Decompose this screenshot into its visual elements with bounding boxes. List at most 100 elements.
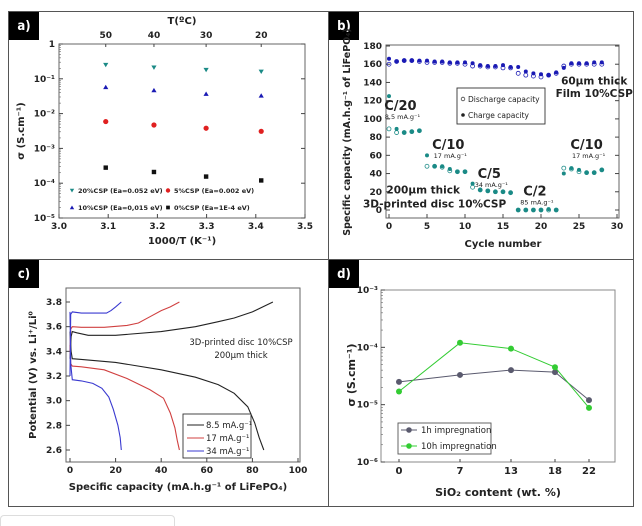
panel-b-y-tick-label: 20 (369, 188, 382, 198)
panel-b-rate-sublabel: 85 mA.g⁻¹ (520, 198, 554, 206)
panel-a-point (151, 87, 157, 93)
panel-d-point (508, 367, 514, 374)
panel-b-point (394, 126, 399, 131)
panel-b-point (432, 59, 437, 64)
panel-b-point (402, 130, 407, 135)
panel-b-y-tick-label: 80 (369, 133, 382, 143)
panel-b-point (592, 170, 597, 175)
panel-a-y-tick-label: 10⁻⁴ (34, 179, 55, 189)
panel-a-point (203, 67, 209, 73)
panel-b-point (577, 61, 581, 66)
panel-b-legend-marker-charge (461, 113, 465, 117)
panel-label-b: b) (329, 12, 359, 40)
panel-d-point (508, 345, 514, 352)
panel-b-rate-sublabel: 17 mA.g⁻¹ (434, 152, 468, 160)
panel-d-x-tick-label: 0 (396, 466, 403, 477)
panel-label-d: d) (329, 260, 359, 288)
panel-b-point (455, 169, 460, 174)
panel-a-legend-marker (165, 188, 171, 193)
panel-b-point (402, 58, 407, 63)
panel-d-legend-label: 10h impregnation (421, 442, 497, 452)
panel-a-y-tick-label: 10⁻³ (34, 144, 55, 154)
panel-b-point (554, 208, 559, 212)
panel-b-rate-sublabel: 8.5 mA.g⁻¹ (385, 113, 421, 121)
panel-b-y-tick-label: 120 (363, 97, 382, 107)
panel-b-point (470, 181, 475, 186)
panel-b-point (478, 187, 483, 192)
panel-a-plot-area (58, 43, 306, 219)
panel-a-legend-marker (69, 205, 75, 210)
panel-b-point (485, 188, 490, 193)
panel-b-point (387, 94, 391, 99)
panel-a-y-tick-label: 10⁻⁵ (34, 214, 55, 224)
panel-b-y-tick-label: 180 (363, 42, 382, 52)
panel-b-y-tick-label: 40 (369, 170, 382, 180)
panel-a-top-tick-label: 50 (99, 31, 112, 41)
panel-c-y-tick-label: 3.2 (46, 372, 62, 382)
panel-b-rate-label: C/10 (432, 138, 464, 153)
panel-d-series-line (398, 369, 590, 401)
panel-d-x-tick-label: 18 (548, 466, 562, 477)
panel-b-y-tick-label: 0 (376, 206, 382, 216)
panel-a-x-tick-label: 3.3 (199, 222, 215, 232)
panel-c-x-axis-title: Specific capacity (mA.h.g⁻¹ of LiFePO₄) (69, 482, 287, 493)
panel-b-y-axis-title: Specific capacity (mA.h.g⁻¹ of LiFePO₄) (342, 28, 353, 236)
panel-b-point (386, 126, 392, 132)
panel-b-point (531, 208, 536, 212)
panel-a-point (258, 93, 264, 98)
panel-a-top-tick-label: 40 (148, 31, 161, 41)
panel-b-rate-label: C/20 (384, 99, 416, 114)
panel-c-curve-discharge (69, 331, 265, 451)
panel-b-point (508, 64, 513, 69)
panel-d-point (396, 388, 402, 395)
panel-b-point (569, 166, 574, 171)
panel-b-x-tick-label: 25 (573, 222, 586, 232)
panel-c-annotation-line2: 200µm thick (214, 351, 267, 361)
panel-c-curve-charge (69, 301, 274, 359)
panel-b-point (561, 165, 567, 171)
panel-b-point (394, 59, 399, 64)
panel-b-point (432, 164, 437, 169)
panel-a-x-tick-label: 3.2 (149, 222, 165, 232)
panel-b-y-tick-label: 60 (369, 151, 382, 161)
panel-d-y-axis-title: σ (S.cm⁻¹) (345, 343, 358, 406)
panel-b-y-tick-label: 160 (363, 60, 382, 70)
panel-b-legend-box (456, 87, 546, 125)
panel-b-rate-sublabel: 17 mA.g⁻¹ (572, 152, 606, 160)
panel-b-point (515, 70, 521, 76)
panel-c-x-tick-label: 100 (289, 466, 308, 476)
panel-b-point (425, 58, 429, 63)
panel-d-legend-label: 1h impregnation (421, 426, 491, 436)
panel-b-sample-label: Film 10%CSP (556, 88, 634, 100)
panel-b-point (485, 64, 490, 69)
panel-a-x-tick-label: 3.4 (248, 222, 264, 232)
panel-a-top-tick-label: 30 (200, 31, 213, 41)
bottom-tab-bar (0, 515, 175, 526)
panel-b-legend-label-discharge: Discharge capacity (468, 95, 540, 104)
panel-b-point (531, 71, 536, 76)
panel-a-legend-label: 0%CSP (Ea=1E-4 eV) (174, 204, 250, 212)
panel-b-x-tick-label: 30 (611, 222, 624, 232)
panel-b-point (417, 58, 422, 63)
panel-c-x-tick-label: 20 (109, 466, 122, 476)
panel-c-annotation-line1: 3D-printed disc 10%CSP (189, 338, 292, 348)
panel-b-sample-label: 60µm thick (561, 75, 628, 87)
panel-d-series-line (398, 342, 590, 409)
panel-b-legend-marker-discharge (460, 96, 466, 102)
panel-a-x-axis-title: 1000/T (K⁻¹) (148, 236, 216, 247)
panel-b-x-tick-label: 20 (535, 222, 548, 232)
panel-b-point (501, 189, 505, 194)
panel-a-point (258, 128, 264, 134)
panel-b-point (440, 59, 445, 64)
panel-b-point (577, 167, 581, 172)
panel-a-top-tick-label: 20 (255, 31, 268, 41)
panel-c-y-tick-label: 2.8 (46, 421, 62, 431)
panel-d-x-axis-title: SiO₂ content (wt. %) (435, 486, 561, 499)
panel-b-point (599, 167, 604, 172)
panel-c-x-tick-label: 0 (67, 466, 73, 476)
panel-d-x-tick-label: 13 (504, 466, 518, 477)
panel-a-point (203, 125, 209, 131)
panel-b-point (447, 60, 452, 65)
panel-d-point (586, 404, 592, 411)
